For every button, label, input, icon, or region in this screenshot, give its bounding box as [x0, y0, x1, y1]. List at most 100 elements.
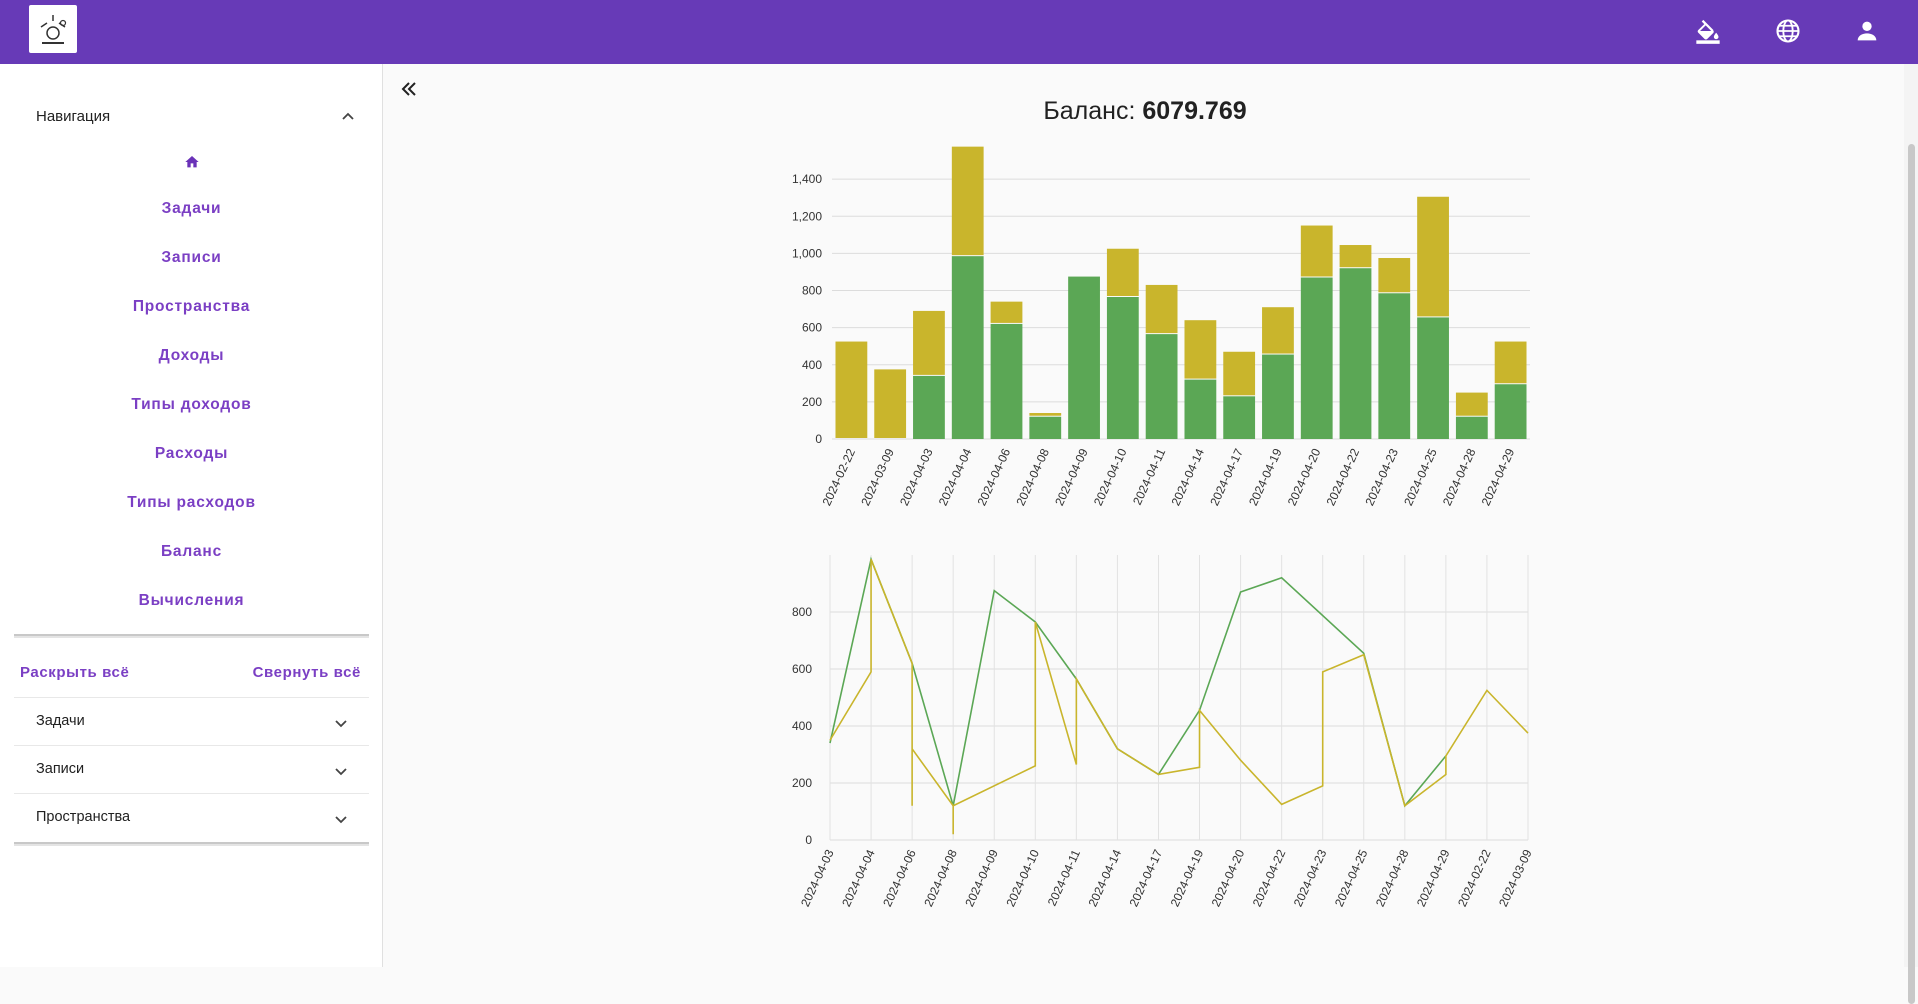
chevron-down-icon — [335, 816, 347, 824]
bar — [1494, 341, 1527, 384]
chevron-up-icon — [342, 112, 354, 120]
sidebar-item-income-types[interactable]: Типы доходов — [131, 396, 252, 413]
x-tick-label: 2024-04-06 — [880, 847, 919, 909]
user-icon[interactable] — [1853, 17, 1881, 45]
divider — [14, 842, 369, 846]
y-tick-label: 800 — [792, 605, 812, 619]
chevron-down-icon — [335, 768, 347, 776]
y-tick-label: 200 — [802, 395, 822, 409]
x-tick-label: 2024-04-04 — [936, 446, 975, 508]
balance-label: Баланс: — [1043, 97, 1136, 125]
accordion-label: Пространства — [36, 809, 131, 825]
x-tick-label: 2024-04-10 — [1003, 847, 1042, 909]
app-logo[interactable] — [29, 5, 77, 53]
sidebar-item-income[interactable]: Доходы — [158, 347, 225, 364]
x-tick-label: 2024-04-25 — [1401, 446, 1440, 508]
bar — [951, 256, 984, 439]
y-tick-label: 1,000 — [792, 246, 822, 260]
sidebar-item-tasks[interactable]: Задачи — [161, 200, 222, 217]
nav-section-header[interactable]: Навигация — [36, 102, 356, 132]
sidebar-item-spaces[interactable]: Пространства — [132, 298, 251, 315]
x-tick-label: 2024-04-23 — [1291, 847, 1330, 909]
scrollbar[interactable] — [1904, 64, 1918, 1004]
sidebar-item-home[interactable] — [0, 150, 383, 174]
x-tick-label: 2024-04-04 — [839, 847, 878, 909]
y-tick-label: 0 — [815, 432, 822, 446]
x-tick-label: 2024-04-11 — [1045, 847, 1083, 908]
y-tick-label: 200 — [792, 776, 812, 790]
x-tick-label: 2024-03-09 — [1496, 847, 1535, 909]
series-line — [829, 558, 1529, 835]
x-tick-label: 2024-04-10 — [1091, 446, 1130, 508]
y-tick-label: 0 — [805, 833, 812, 847]
bar — [1455, 392, 1488, 416]
bar — [1068, 276, 1100, 439]
x-tick-label: 2024-03-09 — [858, 446, 897, 508]
x-tick-label: 2024-04-14 — [1168, 446, 1207, 508]
collapse-sidebar-icon[interactable] — [398, 78, 420, 100]
y-tick-label: 600 — [802, 321, 822, 335]
y-tick-label: 600 — [792, 662, 812, 676]
bar — [1262, 354, 1294, 439]
sidebar-item-expense-types[interactable]: Типы расходов — [127, 494, 256, 511]
y-tick-label: 1,200 — [792, 209, 822, 223]
logo-icon — [40, 15, 67, 44]
x-tick-label: 2024-04-29 — [1414, 847, 1453, 909]
bar — [1029, 416, 1062, 439]
x-tick-label: 2024-04-09 — [1052, 446, 1091, 508]
bar — [1106, 248, 1139, 296]
bar — [1455, 416, 1488, 439]
bar — [1300, 277, 1333, 439]
x-tick-label: 2024-04-28 — [1440, 446, 1479, 508]
x-tick-label: 2024-04-08 — [1013, 446, 1052, 508]
globe-icon[interactable] — [1774, 17, 1802, 45]
home-icon — [184, 155, 199, 168]
expand-all-button[interactable]: Раскрыть всё — [20, 664, 130, 681]
accordion-label: Задачи — [36, 713, 85, 729]
accordion-spaces[interactable]: Пространства — [14, 793, 369, 841]
x-tick-label: 2024-02-22 — [819, 446, 858, 508]
bar — [835, 341, 868, 438]
app-header — [0, 0, 1918, 64]
x-tick-label: 2024-04-25 — [1332, 847, 1371, 909]
x-tick-label: 2024-04-03 — [897, 446, 936, 508]
x-tick-label: 2024-04-23 — [1362, 446, 1401, 508]
series-line — [829, 556, 1447, 808]
balance-value: 6079.769 — [1142, 97, 1247, 125]
bar — [1184, 320, 1217, 379]
bar — [913, 375, 945, 439]
bar — [1184, 379, 1217, 439]
sidebar-item-records[interactable]: Записи — [161, 249, 222, 266]
divider — [14, 634, 369, 638]
sidebar: Навигация Задачи Записи Пространства Дох… — [0, 64, 383, 967]
bar — [1029, 413, 1062, 416]
x-tick-label: 2024-04-22 — [1250, 847, 1289, 909]
x-tick-label: 2024-04-17 — [1207, 446, 1246, 508]
y-tick-label: 800 — [802, 284, 822, 298]
collapse-all-button[interactable]: Свернуть всё — [252, 664, 361, 681]
sidebar-item-expenses[interactable]: Расходы — [154, 445, 229, 462]
x-tick-label: 2024-04-19 — [1246, 446, 1285, 508]
accordion-label: Записи — [36, 761, 85, 777]
bar — [1339, 268, 1372, 439]
bar — [1262, 307, 1294, 354]
x-tick-label: 2024-02-22 — [1455, 847, 1494, 909]
accordion-tasks[interactable]: Задачи — [14, 697, 369, 745]
sidebar-item-balance[interactable]: Баланс — [160, 543, 222, 560]
paint-bucket-icon[interactable] — [1694, 17, 1722, 45]
scroll-thumb[interactable] — [1908, 144, 1915, 1004]
x-tick-label: 2024-04-20 — [1285, 446, 1324, 508]
accordion-records[interactable]: Записи — [14, 745, 369, 793]
x-tick-label: 2024-04-28 — [1373, 847, 1412, 909]
balance-heading: Баланс: 6079.769 — [950, 97, 1340, 126]
bar — [1223, 351, 1256, 396]
bar — [1145, 334, 1178, 439]
x-tick-label: 2024-04-08 — [921, 847, 960, 909]
bar — [1223, 396, 1256, 439]
x-tick-label: 2024-04-03 — [798, 847, 837, 909]
x-tick-label: 2024-04-29 — [1479, 446, 1518, 508]
sidebar-item-calculations[interactable]: Вычисления — [138, 592, 245, 609]
x-tick-label: 2024-04-19 — [1168, 847, 1207, 909]
nav-title: Навигация — [36, 108, 111, 125]
x-tick-label: 2024-04-20 — [1209, 847, 1248, 909]
